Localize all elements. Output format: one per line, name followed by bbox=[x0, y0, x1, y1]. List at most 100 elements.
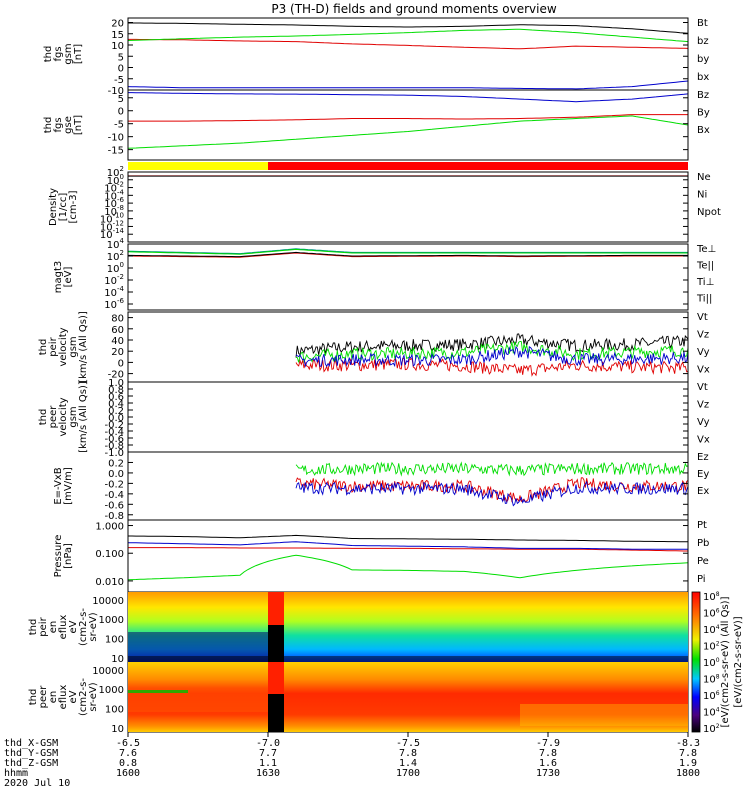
x-tick-y_gsm: 7.8 bbox=[679, 748, 697, 759]
legend-peer_velocity-1: Vz bbox=[697, 400, 709, 411]
legend-fgs_gse-1: By bbox=[697, 108, 710, 119]
y-axis-label: thd bbox=[38, 339, 49, 356]
legend-temperature-3: Ti|| bbox=[696, 294, 712, 305]
y-tick-label: 10000 bbox=[92, 596, 124, 607]
x-tick-x_gsm: -7.5 bbox=[396, 738, 420, 749]
y-axis-label: gsm bbox=[68, 336, 79, 357]
colorbar-ticks: 108 106 104 102 100 108 106 104 102 bbox=[703, 591, 720, 735]
series-peir_velocity-2 bbox=[295, 341, 689, 364]
y-axis-label: thd bbox=[43, 117, 54, 134]
panel-frame bbox=[127, 519, 689, 593]
colorbar-tick: 102 bbox=[703, 641, 720, 653]
legend-pressure-3: Pi bbox=[697, 574, 706, 585]
x-tick-z_gsm: 1.6 bbox=[539, 758, 557, 769]
colorbar-tick: 104 bbox=[703, 624, 720, 636]
y-axis-label: eV bbox=[68, 690, 79, 703]
y-axis-label: magt3 bbox=[53, 261, 64, 294]
x-tick-x_gsm: -6.5 bbox=[116, 738, 140, 749]
colorbar-tick: 106 bbox=[703, 608, 720, 620]
series-fgs_gsm-2 bbox=[127, 28, 689, 43]
y-tick-label: 0.2 bbox=[108, 406, 124, 417]
y-axis-label: Density bbox=[48, 188, 59, 226]
y-tick-label: -5 bbox=[114, 75, 124, 86]
series-fgs_gsm-1 bbox=[128, 38, 689, 50]
y-axis-label: [nT] bbox=[73, 115, 84, 135]
y-axis-label: gse bbox=[63, 116, 74, 134]
colorbar-tick: 104 bbox=[703, 707, 720, 719]
series-peir_velocity-3 bbox=[295, 345, 689, 368]
x-tick-hhmm: 1800 bbox=[676, 768, 700, 779]
legend-temperature-2: Ti⊥ bbox=[696, 277, 714, 288]
y-tick-label: 5 bbox=[118, 52, 124, 63]
y-axis-label: velocity bbox=[58, 327, 69, 366]
y-axis-label: [km/s (All Qs)] bbox=[78, 381, 89, 453]
y-tick-label: 20 bbox=[111, 347, 124, 358]
y-tick-label: -5 bbox=[114, 120, 124, 131]
series-fgs_gse-1 bbox=[127, 115, 689, 149]
y-axis-label: peir bbox=[38, 616, 49, 636]
panel-density: 10210010-210-410-610-810-1010-1210-14Den… bbox=[48, 165, 721, 243]
panel-efield: 0.20.0-0.2-0.4-0.6-0.8 E=-VxB [mV/m] Ez Ey Ex bbox=[53, 451, 709, 522]
y-tick-label: 100 bbox=[105, 705, 124, 716]
x-tick-hhmm: 1700 bbox=[396, 768, 420, 779]
y-tick-label: 10 bbox=[111, 41, 124, 52]
y-axis-label: (cm2-s- bbox=[78, 608, 89, 646]
y-axis-label: [mV/m] bbox=[63, 467, 74, 505]
series-fgs_gsm-0 bbox=[128, 22, 689, 34]
y-tick-label: 10 bbox=[111, 724, 124, 735]
panel-frame bbox=[127, 17, 689, 91]
y-axis-label: en bbox=[48, 691, 59, 704]
legend-fgs_gsm-2: by bbox=[697, 54, 709, 65]
y-tick-label: 0.8 bbox=[108, 385, 124, 396]
legend-peer_velocity-0: Vt bbox=[697, 382, 708, 393]
legend-efield-0: Ez bbox=[697, 452, 709, 463]
legend-fgs_gse-0: Bz bbox=[697, 90, 709, 101]
colorbar-label: [eV/(cm2-s-sr-eV)] bbox=[733, 616, 744, 707]
series-pressure-0 bbox=[128, 534, 688, 543]
y-tick-label: -20 bbox=[108, 370, 124, 381]
y-tick-label: 10-6 bbox=[104, 297, 124, 311]
colorbar-tick: 100 bbox=[703, 657, 720, 669]
colorbar bbox=[691, 591, 701, 733]
y-tick-label: 0 bbox=[118, 358, 124, 369]
legend-pressure-0: Pt bbox=[697, 520, 707, 531]
legend-peer_velocity-2: Vy bbox=[697, 417, 710, 428]
y-tick-label: 0.4 bbox=[108, 399, 124, 410]
series-peir_velocity-0 bbox=[295, 333, 689, 358]
y-axis-label: [cm-3] bbox=[68, 190, 79, 223]
y-tick-label: 0.6 bbox=[108, 392, 124, 403]
y-tick-label: 0.0 bbox=[108, 413, 124, 424]
state-bar-yellow bbox=[128, 162, 268, 170]
y-tick-label: -0.8 bbox=[104, 511, 124, 522]
y-tick-label: 0.2 bbox=[108, 458, 124, 469]
x-tick-y_gsm: 7.7 bbox=[259, 748, 277, 759]
y-tick-label: -15 bbox=[108, 146, 124, 157]
y-axis-label: thd bbox=[43, 46, 54, 63]
colorbar-tick: 106 bbox=[703, 690, 720, 702]
y-axis-label: fgs bbox=[53, 117, 64, 132]
x-row-label: thd_X-GSM bbox=[4, 738, 58, 749]
y-axis-label: [nT] bbox=[73, 44, 84, 64]
legend-efield-1: Ey bbox=[697, 469, 709, 480]
y-axis-label: thd bbox=[28, 689, 39, 706]
legend-peer_velocity-3: Vx bbox=[697, 435, 710, 446]
legend-fgs_gsm-3: bx bbox=[697, 72, 709, 83]
x-tick-hhmm: 1630 bbox=[256, 768, 280, 779]
y-tick-label: 0.100 bbox=[95, 549, 124, 560]
colorbar-tick: 108 bbox=[703, 591, 720, 603]
legend-temperature-0: Te⊥ bbox=[696, 244, 716, 255]
series-fgs_gse-2 bbox=[128, 114, 688, 122]
y-tick-label: -0.2 bbox=[104, 420, 124, 431]
series-pressure-1 bbox=[128, 547, 688, 552]
x-tick-z_gsm: 1.1 bbox=[259, 758, 277, 769]
legend-density-2: Npot bbox=[697, 207, 721, 218]
legend-fgs_gse-2: Bx bbox=[697, 125, 710, 136]
y-axis-label: thd bbox=[38, 409, 49, 426]
y-tick-label: 15 bbox=[111, 30, 124, 41]
legend-fgs_gsm-0: Bt bbox=[697, 18, 708, 29]
